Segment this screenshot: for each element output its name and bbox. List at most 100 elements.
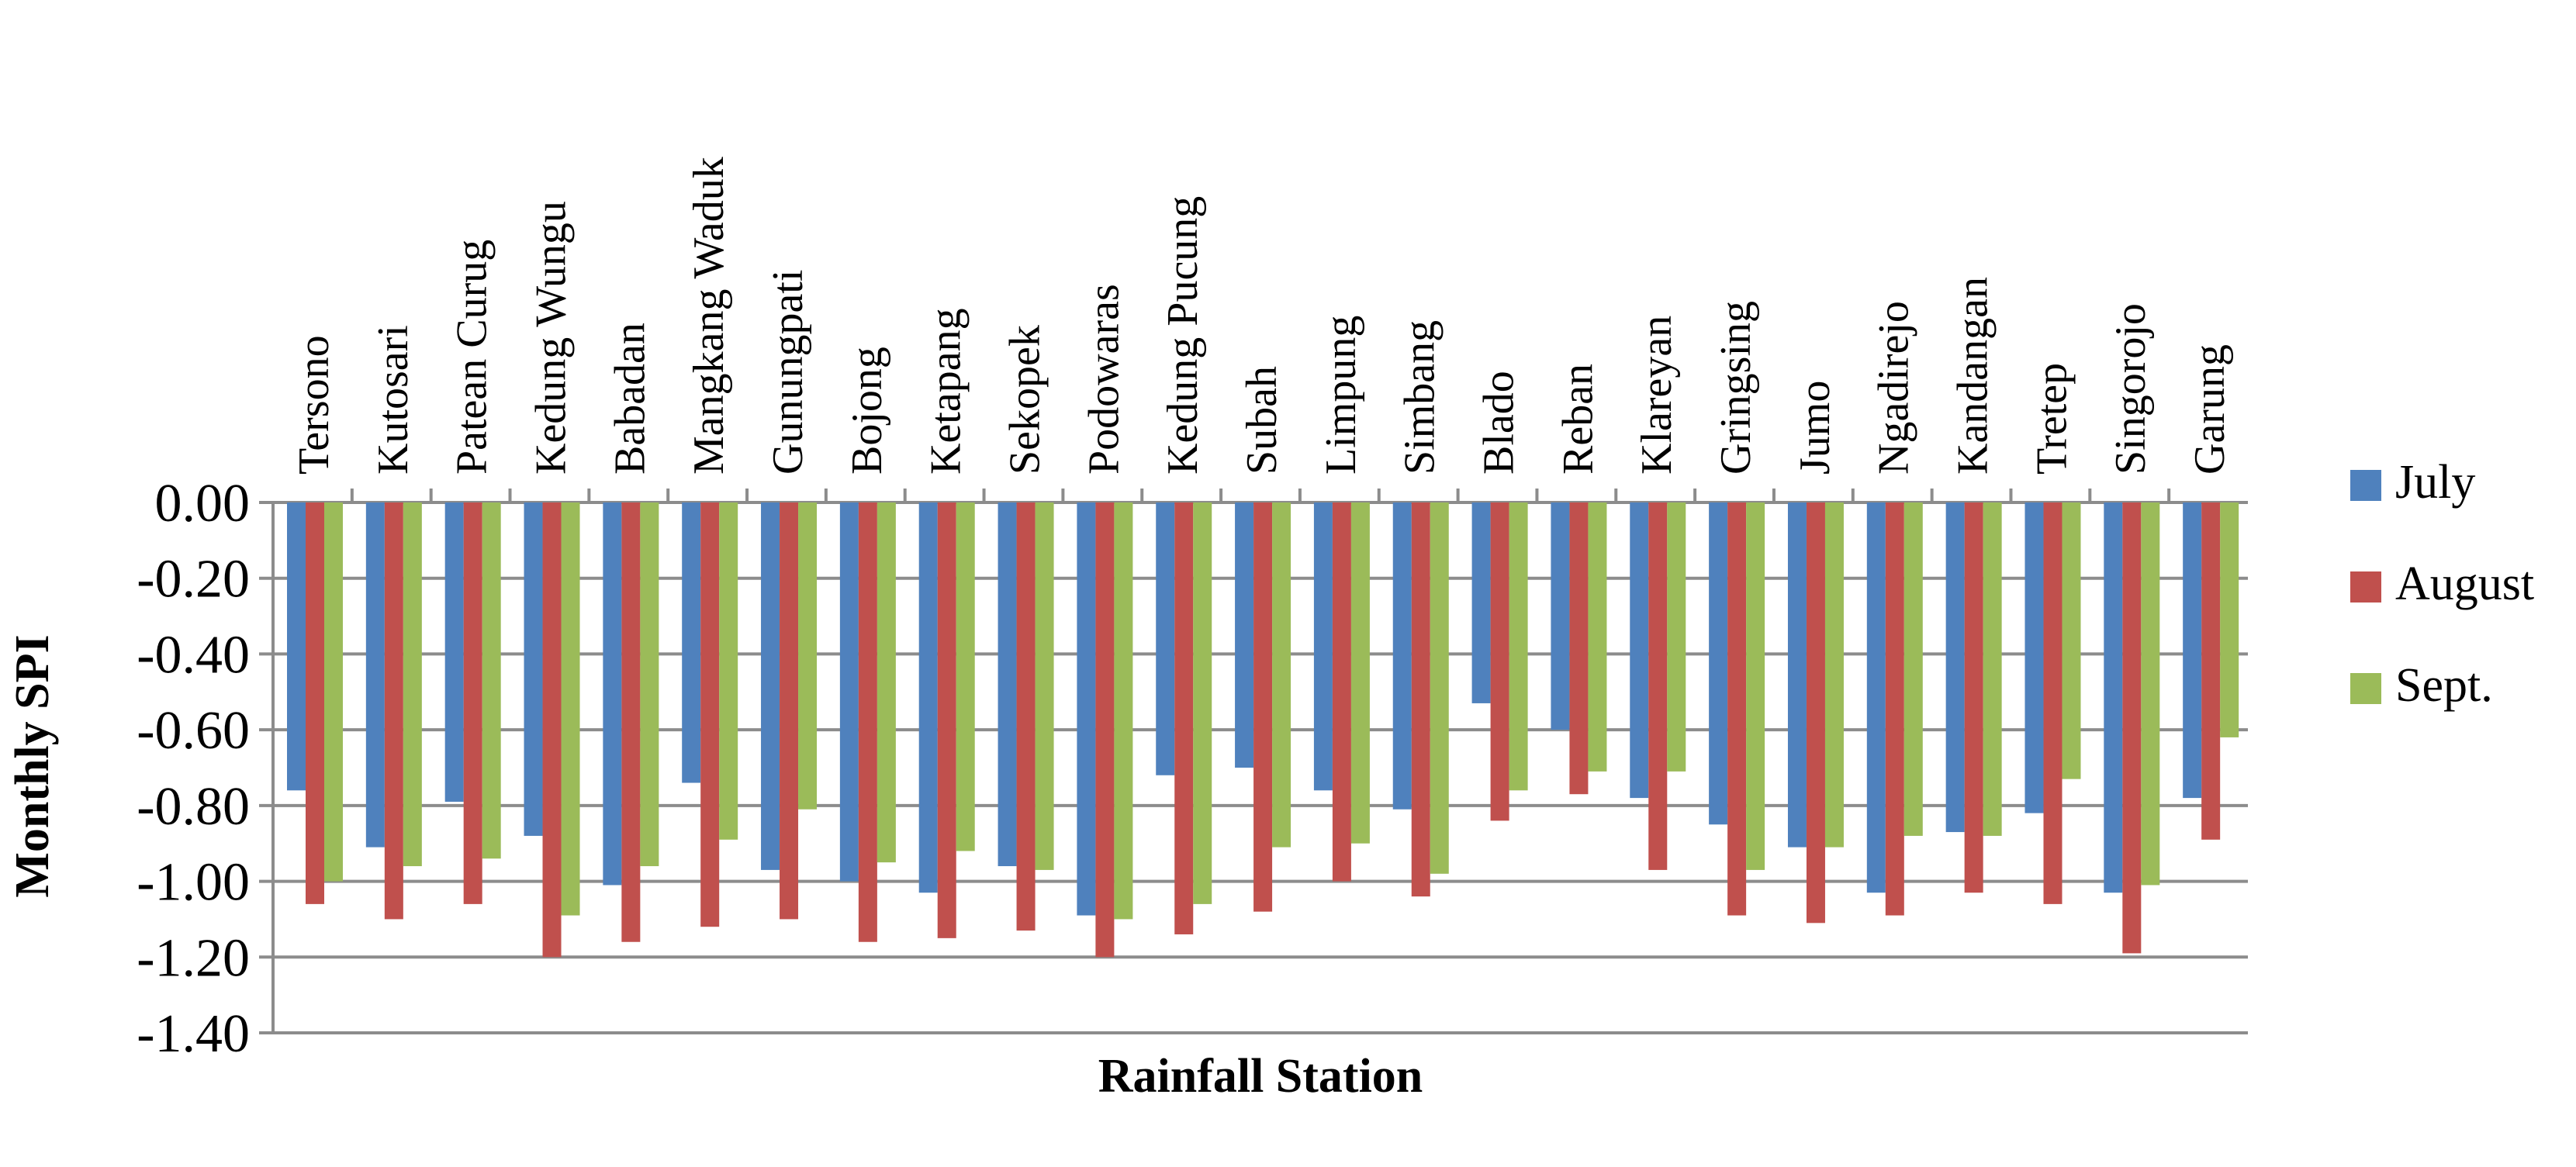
x-tick-label: Kandangan — [1949, 277, 1997, 475]
bar-july-sekopek — [998, 502, 1017, 867]
bar-july-bojong — [839, 502, 859, 882]
y-tick-label: -1.00 — [137, 853, 250, 913]
x-tick-label: Tretep — [2028, 363, 2076, 475]
bar-sept-mangkang-waduk — [719, 502, 738, 840]
bar-sept-subah — [1272, 502, 1291, 848]
bar-sept-singorojo — [2141, 502, 2160, 886]
x-tick-labels: Tersono Kutosari Patean Curug Kedung Wungu B… — [290, 157, 2234, 475]
x-tick-label: Patean Curug — [448, 240, 496, 475]
bar-sept-jumo — [1824, 502, 1844, 848]
bar-august-ngadirejo — [1885, 502, 1904, 916]
bar-august-kedung-pucung — [1174, 502, 1194, 934]
x-tick-label: Kedung Pucung — [1159, 196, 1207, 475]
x-tick-label: Babadan — [606, 323, 654, 475]
bar-august-subah — [1253, 502, 1273, 912]
bar-sept-garung — [2220, 502, 2239, 737]
x-tick-label: Subah — [1238, 366, 1286, 475]
bar-july-ngadirejo — [1866, 502, 1886, 893]
y-tick-label: -0.20 — [137, 550, 250, 609]
bar-july-kedung-wungu — [524, 502, 543, 836]
y-tick-label: 0.00 — [155, 474, 251, 533]
bar-july-patean-curug — [444, 502, 464, 802]
bar-sept-kutosari — [403, 502, 422, 867]
legend-label: August — [2395, 558, 2534, 610]
x-tick-label: Gunungpati — [764, 270, 812, 475]
x-tick-label: Singorojo — [2107, 303, 2155, 475]
bar-august-tersono — [306, 502, 324, 904]
x-tick-label: Garung — [2186, 344, 2234, 475]
bar-july-singorojo — [2104, 502, 2123, 893]
x-tick-label: Limpung — [1317, 316, 1365, 475]
bar-august-babadan — [621, 502, 641, 942]
bar-july-jumo — [1787, 502, 1807, 848]
y-tick-labels: 0.00 -0.20 -0.40 -0.60 -0.80 -1.00 -1.20 -1.40 — [137, 474, 250, 1064]
bar-august-reban — [1569, 502, 1589, 795]
bar-july-limpung — [1313, 502, 1333, 791]
bar-august-mangkang-waduk — [700, 502, 720, 927]
bar-july-gunungpati — [761, 502, 780, 870]
bar-july-subah — [1235, 502, 1254, 768]
bar-august-gunungpati — [780, 502, 799, 920]
bar-sept-limpung — [1350, 502, 1370, 844]
bar-sept-reban — [1588, 502, 1607, 772]
x-tick-label: Jumo — [1791, 381, 1839, 475]
bar-august-patean-curug — [463, 502, 482, 904]
legend-label: Sept. — [2395, 659, 2493, 712]
x-tick-label: Mangkang Waduk — [685, 157, 733, 475]
bar-july-ketapang — [918, 502, 938, 893]
bar-july-mangkang-waduk — [682, 502, 701, 783]
bar-july-podowaras — [1077, 502, 1096, 916]
bar-august-singorojo — [2122, 502, 2142, 954]
bar-july-kedung-pucung — [1156, 502, 1175, 775]
bar-august-ketapang — [937, 502, 956, 938]
bar-august-limpung — [1332, 502, 1351, 882]
bar-august-garung — [2201, 502, 2221, 840]
bar-sept-ketapang — [956, 502, 975, 851]
bar-sept-sekopek — [1035, 502, 1054, 870]
bar-sept-gunungpati — [798, 502, 818, 810]
bar-sept-simbang — [1430, 502, 1449, 874]
legend-swatch-sept — [2350, 673, 2381, 704]
bar-sept-babadan — [640, 502, 659, 867]
bar-july-klareyan — [1630, 502, 1649, 799]
bar-sept-kedung-pucung — [1193, 502, 1212, 904]
bar-august-gringsing — [1727, 502, 1747, 916]
bar-august-tretep — [2043, 502, 2063, 904]
y-tick-label: -1.20 — [137, 928, 250, 988]
x-tick-label: Kedung Wungu — [527, 201, 575, 475]
x-tick-label: Reban — [1554, 364, 1602, 475]
x-tick-label: Simbang — [1396, 320, 1444, 475]
bar-july-tretep — [2024, 502, 2044, 813]
bar-sept-kedung-wungu — [561, 502, 580, 916]
bar-july-reban — [1551, 502, 1570, 730]
x-tick-label: Tersono — [290, 335, 338, 475]
y-tick-label: -0.60 — [137, 701, 250, 761]
bar-august-simbang — [1411, 502, 1430, 897]
x-tick-label: Sekopek — [1001, 325, 1049, 475]
bar-sept-gringsing — [1746, 502, 1765, 870]
bars — [287, 502, 2239, 958]
x-tick-label: Klareyan — [1633, 316, 1681, 475]
bar-july-babadan — [603, 502, 622, 886]
bar-august-bojong — [858, 502, 877, 942]
bar-sept-patean-curug — [482, 502, 501, 859]
x-tick-label: Ngadirejo — [1870, 301, 1918, 475]
legend-swatch-july — [2350, 470, 2381, 501]
bar-august-blado — [1490, 502, 1509, 821]
bar-july-garung — [2183, 502, 2202, 799]
bar-august-podowaras — [1095, 502, 1115, 958]
bar-sept-kandangan — [1983, 502, 2002, 836]
bar-sept-podowaras — [1114, 502, 1133, 920]
bar-july-gringsing — [1709, 502, 1728, 825]
bar-sept-tretep — [2062, 502, 2081, 779]
x-axis-label: Rainfall Station — [1098, 1050, 1423, 1103]
bar-august-sekopek — [1016, 502, 1036, 931]
bar-july-simbang — [1392, 502, 1412, 810]
axes — [259, 489, 2171, 1034]
x-tick-label: Bojong — [843, 347, 891, 475]
bar-sept-ngadirejo — [1903, 502, 1923, 836]
legend-label: July — [2395, 456, 2475, 509]
x-tick-label: Kutosari — [369, 325, 417, 475]
x-tick-label: Gringsing — [1712, 301, 1760, 475]
